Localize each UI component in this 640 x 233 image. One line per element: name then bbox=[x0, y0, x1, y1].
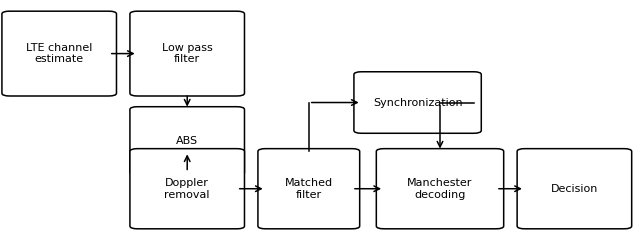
FancyBboxPatch shape bbox=[2, 11, 116, 96]
Text: Decision: Decision bbox=[550, 184, 598, 194]
FancyBboxPatch shape bbox=[517, 149, 632, 229]
Text: Matched
filter: Matched filter bbox=[285, 178, 333, 199]
FancyBboxPatch shape bbox=[130, 107, 244, 175]
Text: Manchester
decoding: Manchester decoding bbox=[407, 178, 473, 199]
FancyBboxPatch shape bbox=[258, 149, 360, 229]
FancyBboxPatch shape bbox=[130, 11, 244, 96]
Text: Synchronization: Synchronization bbox=[372, 98, 463, 107]
Text: Doppler
removal: Doppler removal bbox=[164, 178, 210, 199]
Text: ABS: ABS bbox=[176, 136, 198, 146]
FancyBboxPatch shape bbox=[130, 149, 244, 229]
FancyBboxPatch shape bbox=[354, 72, 481, 133]
Text: LTE channel
estimate: LTE channel estimate bbox=[26, 43, 92, 64]
FancyBboxPatch shape bbox=[376, 149, 504, 229]
Text: Low pass
filter: Low pass filter bbox=[162, 43, 212, 64]
